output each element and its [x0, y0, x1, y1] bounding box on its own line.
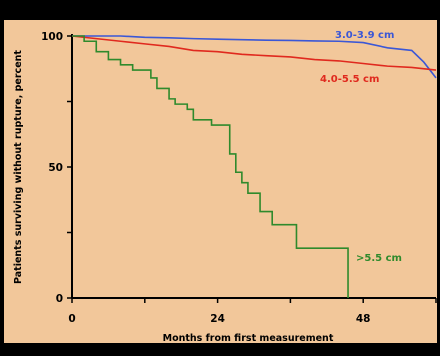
- x-tick-label: 48: [356, 313, 371, 325]
- y-axis-label: Patients surviving without rupture, perc…: [13, 50, 24, 284]
- series-label-0: 3.0-3.9 cm: [335, 30, 394, 41]
- series-label-2: >5.5 cm: [356, 253, 402, 264]
- x-tick-label: 0: [68, 313, 75, 325]
- x-tick-label: 24: [210, 313, 225, 325]
- y-tick-label: 0: [56, 293, 63, 305]
- x-axis-label: Months from first measurement: [163, 333, 334, 344]
- series-line-1: [71, 35, 437, 71]
- y-tick-label: 100: [41, 31, 63, 43]
- y-tick-label: 50: [48, 162, 63, 174]
- series-line-2: [72, 35, 349, 298]
- series-label-1: 4.0-5.5 cm: [320, 74, 379, 85]
- series-line-0: [72, 35, 437, 79]
- plot-area: [4, 20, 437, 343]
